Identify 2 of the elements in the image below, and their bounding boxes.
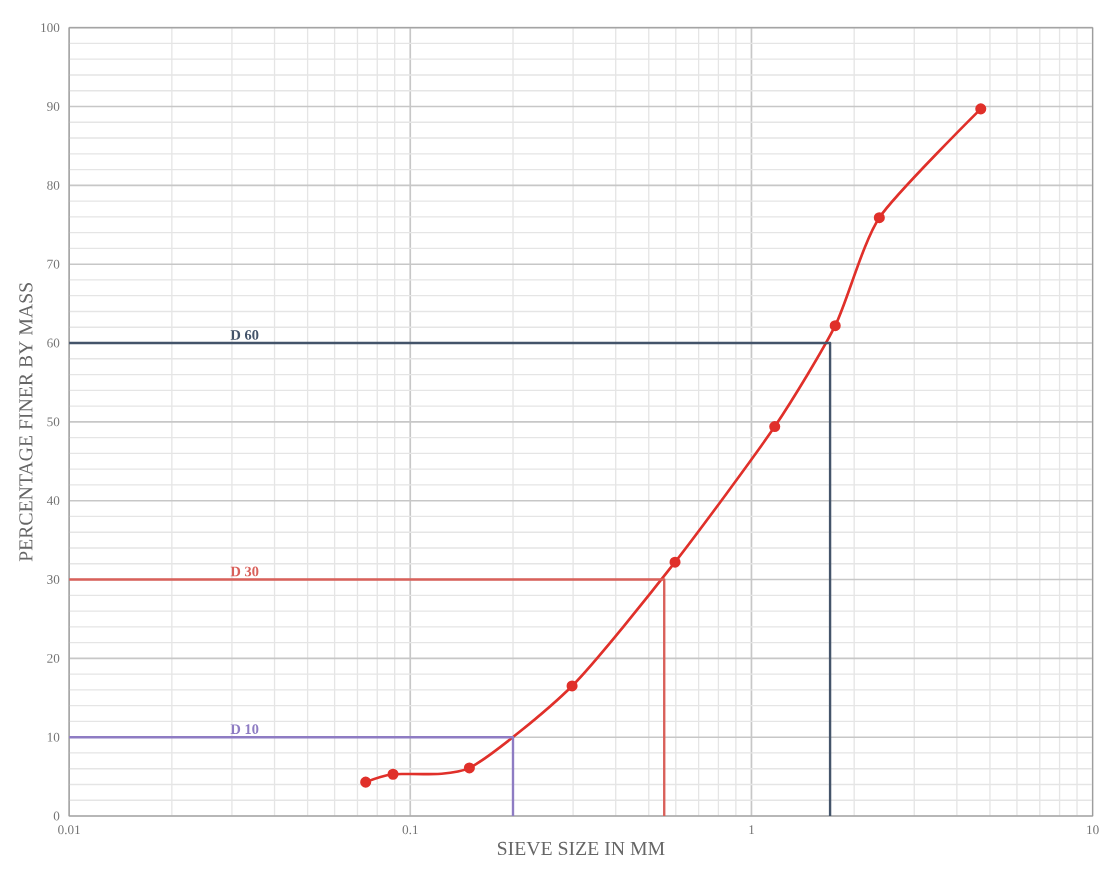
x-axis-title: SIEVE SIZE IN MM xyxy=(497,842,665,856)
y-axis-title: PERCENTAGE FINER BY MASS xyxy=(19,283,33,562)
